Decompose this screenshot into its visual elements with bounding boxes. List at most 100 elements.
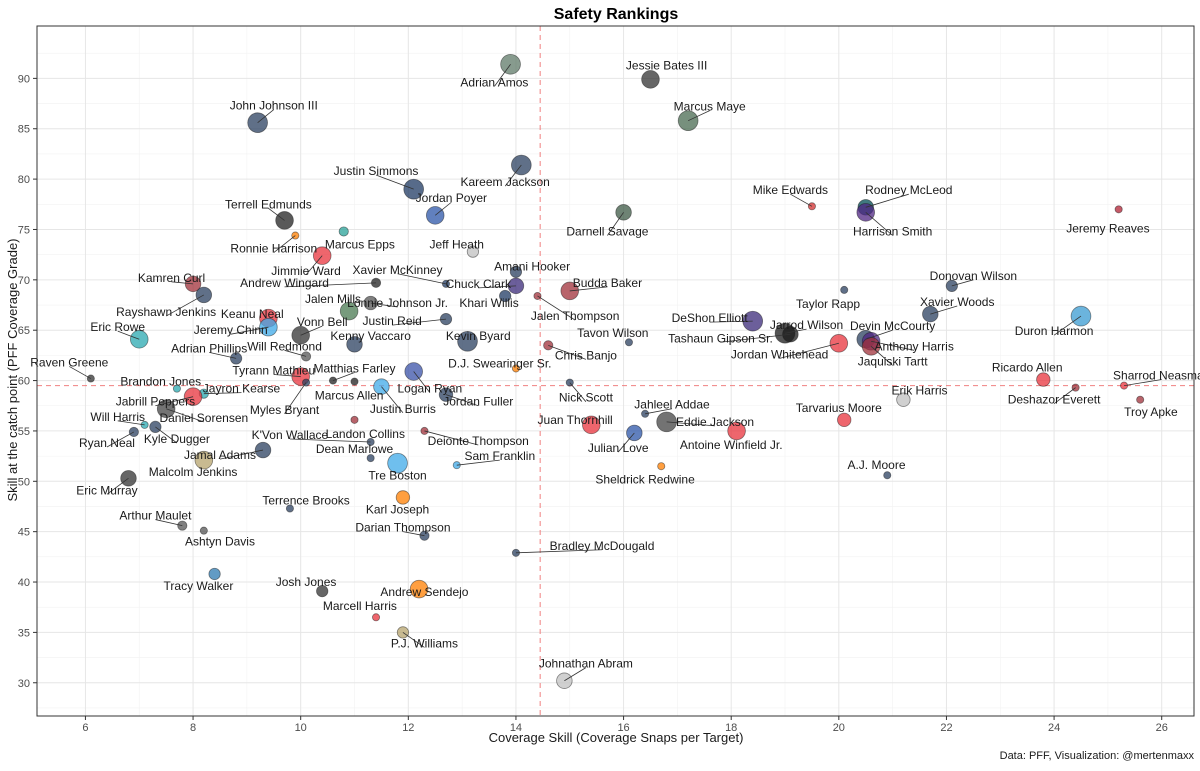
y-axis-title: Skill at the catch point (PFF Coverage G… <box>5 238 20 501</box>
point-label: Budda Baker <box>573 276 642 290</box>
label-leader-line <box>709 320 753 323</box>
point-label: Myles Bryant <box>250 403 320 417</box>
point-label: DeShon Elliott <box>672 311 749 325</box>
label-leader-line <box>257 109 275 124</box>
point-label: Raven Greene <box>30 355 108 369</box>
label-leader-line <box>1053 387 1076 405</box>
scatter-point <box>1114 205 1123 214</box>
point-label: Josh Jones <box>276 575 337 589</box>
scatter-point <box>350 377 359 386</box>
point-label: Marcus Allen <box>315 389 384 403</box>
x-tick-label: 14 <box>510 722 522 734</box>
scatter-point <box>656 411 677 433</box>
scatter-point <box>199 526 208 535</box>
point-label: Jabrill Peppers <box>116 395 195 409</box>
point-label: Rodney McLeod <box>865 183 952 197</box>
scatter-point <box>346 336 363 353</box>
point-label: Ashtyn Davis <box>185 535 255 549</box>
label-leader-line <box>865 329 893 340</box>
label-leader-line <box>607 212 624 236</box>
scatter-point <box>807 202 816 211</box>
point-label: Terrence Brooks <box>262 493 349 507</box>
scatter-point <box>316 584 329 598</box>
y-tick-label: 40 <box>18 577 30 589</box>
point-label: Donovan Wilson <box>930 269 1017 283</box>
point-label: Tarvarius Moore <box>796 401 882 415</box>
label-leader-line <box>930 305 958 315</box>
label-leader-line <box>515 549 603 554</box>
point-label: Tyrann Mathieu <box>232 363 315 377</box>
point-label: Jimmie Ward <box>271 264 341 278</box>
label-leader-line <box>284 349 307 357</box>
label-leader-line <box>268 207 285 221</box>
point-label: Antoine Winfield Jr. <box>680 438 783 452</box>
scatter-point <box>457 330 478 352</box>
plot-border <box>36 25 1195 717</box>
label-leader-line <box>865 212 893 236</box>
point-label: Julian Love <box>588 441 649 455</box>
label-leader-line <box>569 286 608 292</box>
scatter-point <box>338 226 349 237</box>
label-leader-line <box>434 201 452 216</box>
label-leader-line <box>219 449 264 460</box>
point-label: Jamal Adams <box>184 448 256 462</box>
x-tick-label: 22 <box>940 722 952 734</box>
scatter-point <box>727 421 746 441</box>
point-label: Devin McCourty <box>850 319 935 333</box>
scatter-point <box>350 415 359 424</box>
label-leader-line <box>305 255 323 276</box>
point-label: Troy Apke <box>1124 405 1178 419</box>
scatter-point <box>1136 395 1145 404</box>
point-label: John Johnson III <box>230 99 318 113</box>
point-label: Nick Scott <box>559 391 614 405</box>
x-tick-label: 16 <box>617 722 629 734</box>
x-tick-label: 20 <box>833 722 845 734</box>
point-label: Jordan Fuller <box>443 395 513 409</box>
label-leader-line <box>445 394 479 407</box>
point-label: Brandon Jones <box>120 375 201 389</box>
label-leader-line <box>117 330 140 340</box>
point-label: Landon Collins <box>326 427 405 441</box>
point-label: Jarrod Wilson <box>770 318 843 332</box>
point-label: Xavier McKinney <box>353 263 443 277</box>
x-tick-label: 18 <box>725 722 737 734</box>
y-tick-label: 70 <box>18 275 30 287</box>
label-leader-line <box>171 281 194 285</box>
scatter-point <box>511 364 520 373</box>
label-leader-line <box>300 325 323 336</box>
scatter-point <box>837 412 852 428</box>
point-label: Khari Willis <box>459 296 518 310</box>
point-label: Deshazor Everett <box>1008 393 1101 407</box>
y-tick-label: 30 <box>18 678 30 690</box>
scatter-point <box>285 504 294 513</box>
chart-title: Safety Rankings <box>554 6 679 23</box>
label-leader-line <box>687 110 710 122</box>
point-label: Will Redmond <box>247 339 322 353</box>
label-leader-line <box>203 392 242 395</box>
label-leader-line <box>284 282 377 288</box>
point-label: Johnathan Abram <box>539 657 633 671</box>
point-label: Marcell Harris <box>323 599 397 613</box>
point-label: K'Von Wallace <box>252 428 329 442</box>
scatter-point <box>208 567 221 581</box>
point-label: Kenny Vaccaro <box>330 329 411 343</box>
point-label: Tracy Walker <box>164 579 234 593</box>
point-label: Amani Hooker <box>494 260 570 274</box>
scatter-point <box>372 613 381 622</box>
x-tick-label: 24 <box>1048 722 1060 734</box>
label-leader-line <box>273 235 296 253</box>
label-leader-line <box>494 64 511 87</box>
point-label: Andrew Wingard <box>240 276 329 290</box>
label-leader-line <box>370 302 398 308</box>
scatter-point <box>582 415 601 435</box>
point-label: Keanu Neal <box>221 307 284 321</box>
point-label: Mike Edwards <box>753 183 828 197</box>
x-tick-label: 10 <box>295 722 307 734</box>
x-tick-label: 26 <box>1156 722 1168 734</box>
label-leader-line <box>117 420 145 426</box>
point-label: Matthias Farley <box>313 361 395 375</box>
point-label: A.J. Moore <box>847 458 905 472</box>
label-leader-line <box>1123 379 1162 387</box>
point-label: Sharrod Neasman <box>1113 369 1200 383</box>
label-leader-line <box>617 432 635 453</box>
